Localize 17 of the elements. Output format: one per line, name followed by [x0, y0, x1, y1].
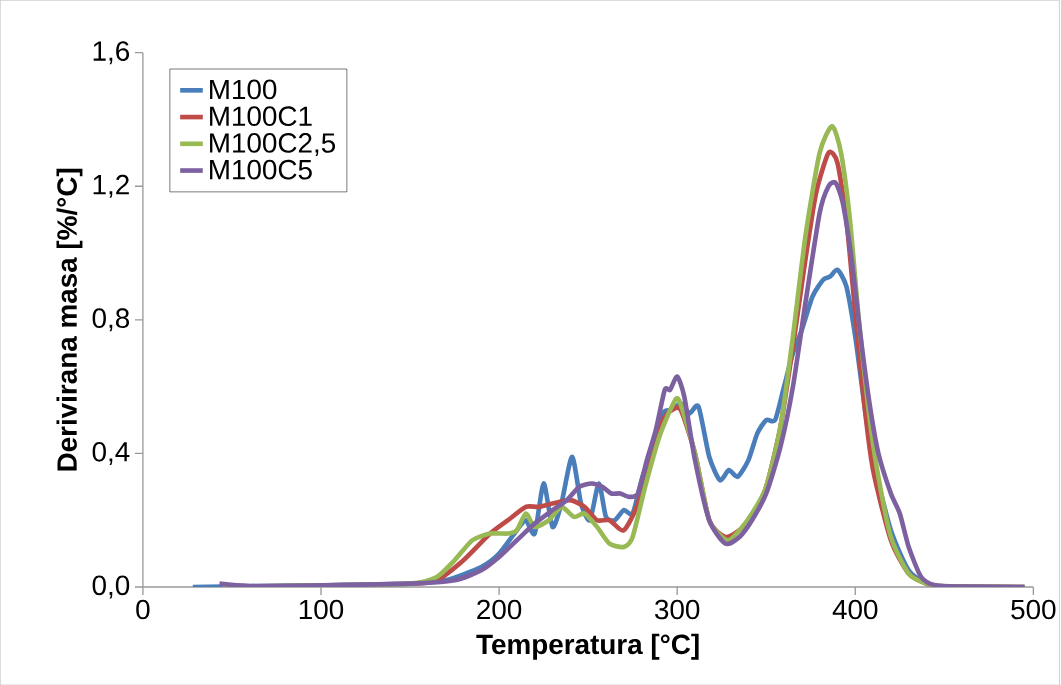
x-tick-label: 200 [477, 599, 522, 620]
x-tick-label: 400 [832, 599, 878, 620]
y-tick-label: 0,8 [92, 308, 130, 332]
x-tick-label: 300 [655, 599, 700, 620]
y-tick-label: 1,2 [93, 174, 129, 198]
y-tick-label: 1,6 [93, 41, 130, 65]
legend-label: M100C5 [210, 159, 312, 180]
legend-label: M100C2,5 [210, 132, 336, 156]
legend-label: M100 [210, 79, 277, 100]
x-tick-label: 500 [1011, 599, 1056, 620]
x-tick-label: 0 [136, 599, 150, 620]
y-axis-title: Derivirana masa [%/°C] [56, 168, 83, 471]
x-tick-label: 100 [299, 599, 344, 620]
y-tick-label: 0,0 [92, 575, 130, 599]
x-axis-title: Temperatura [°C] [476, 633, 699, 660]
y-tick-label: 0,4 [92, 441, 130, 465]
legend-label: M100C1 [210, 106, 312, 126]
